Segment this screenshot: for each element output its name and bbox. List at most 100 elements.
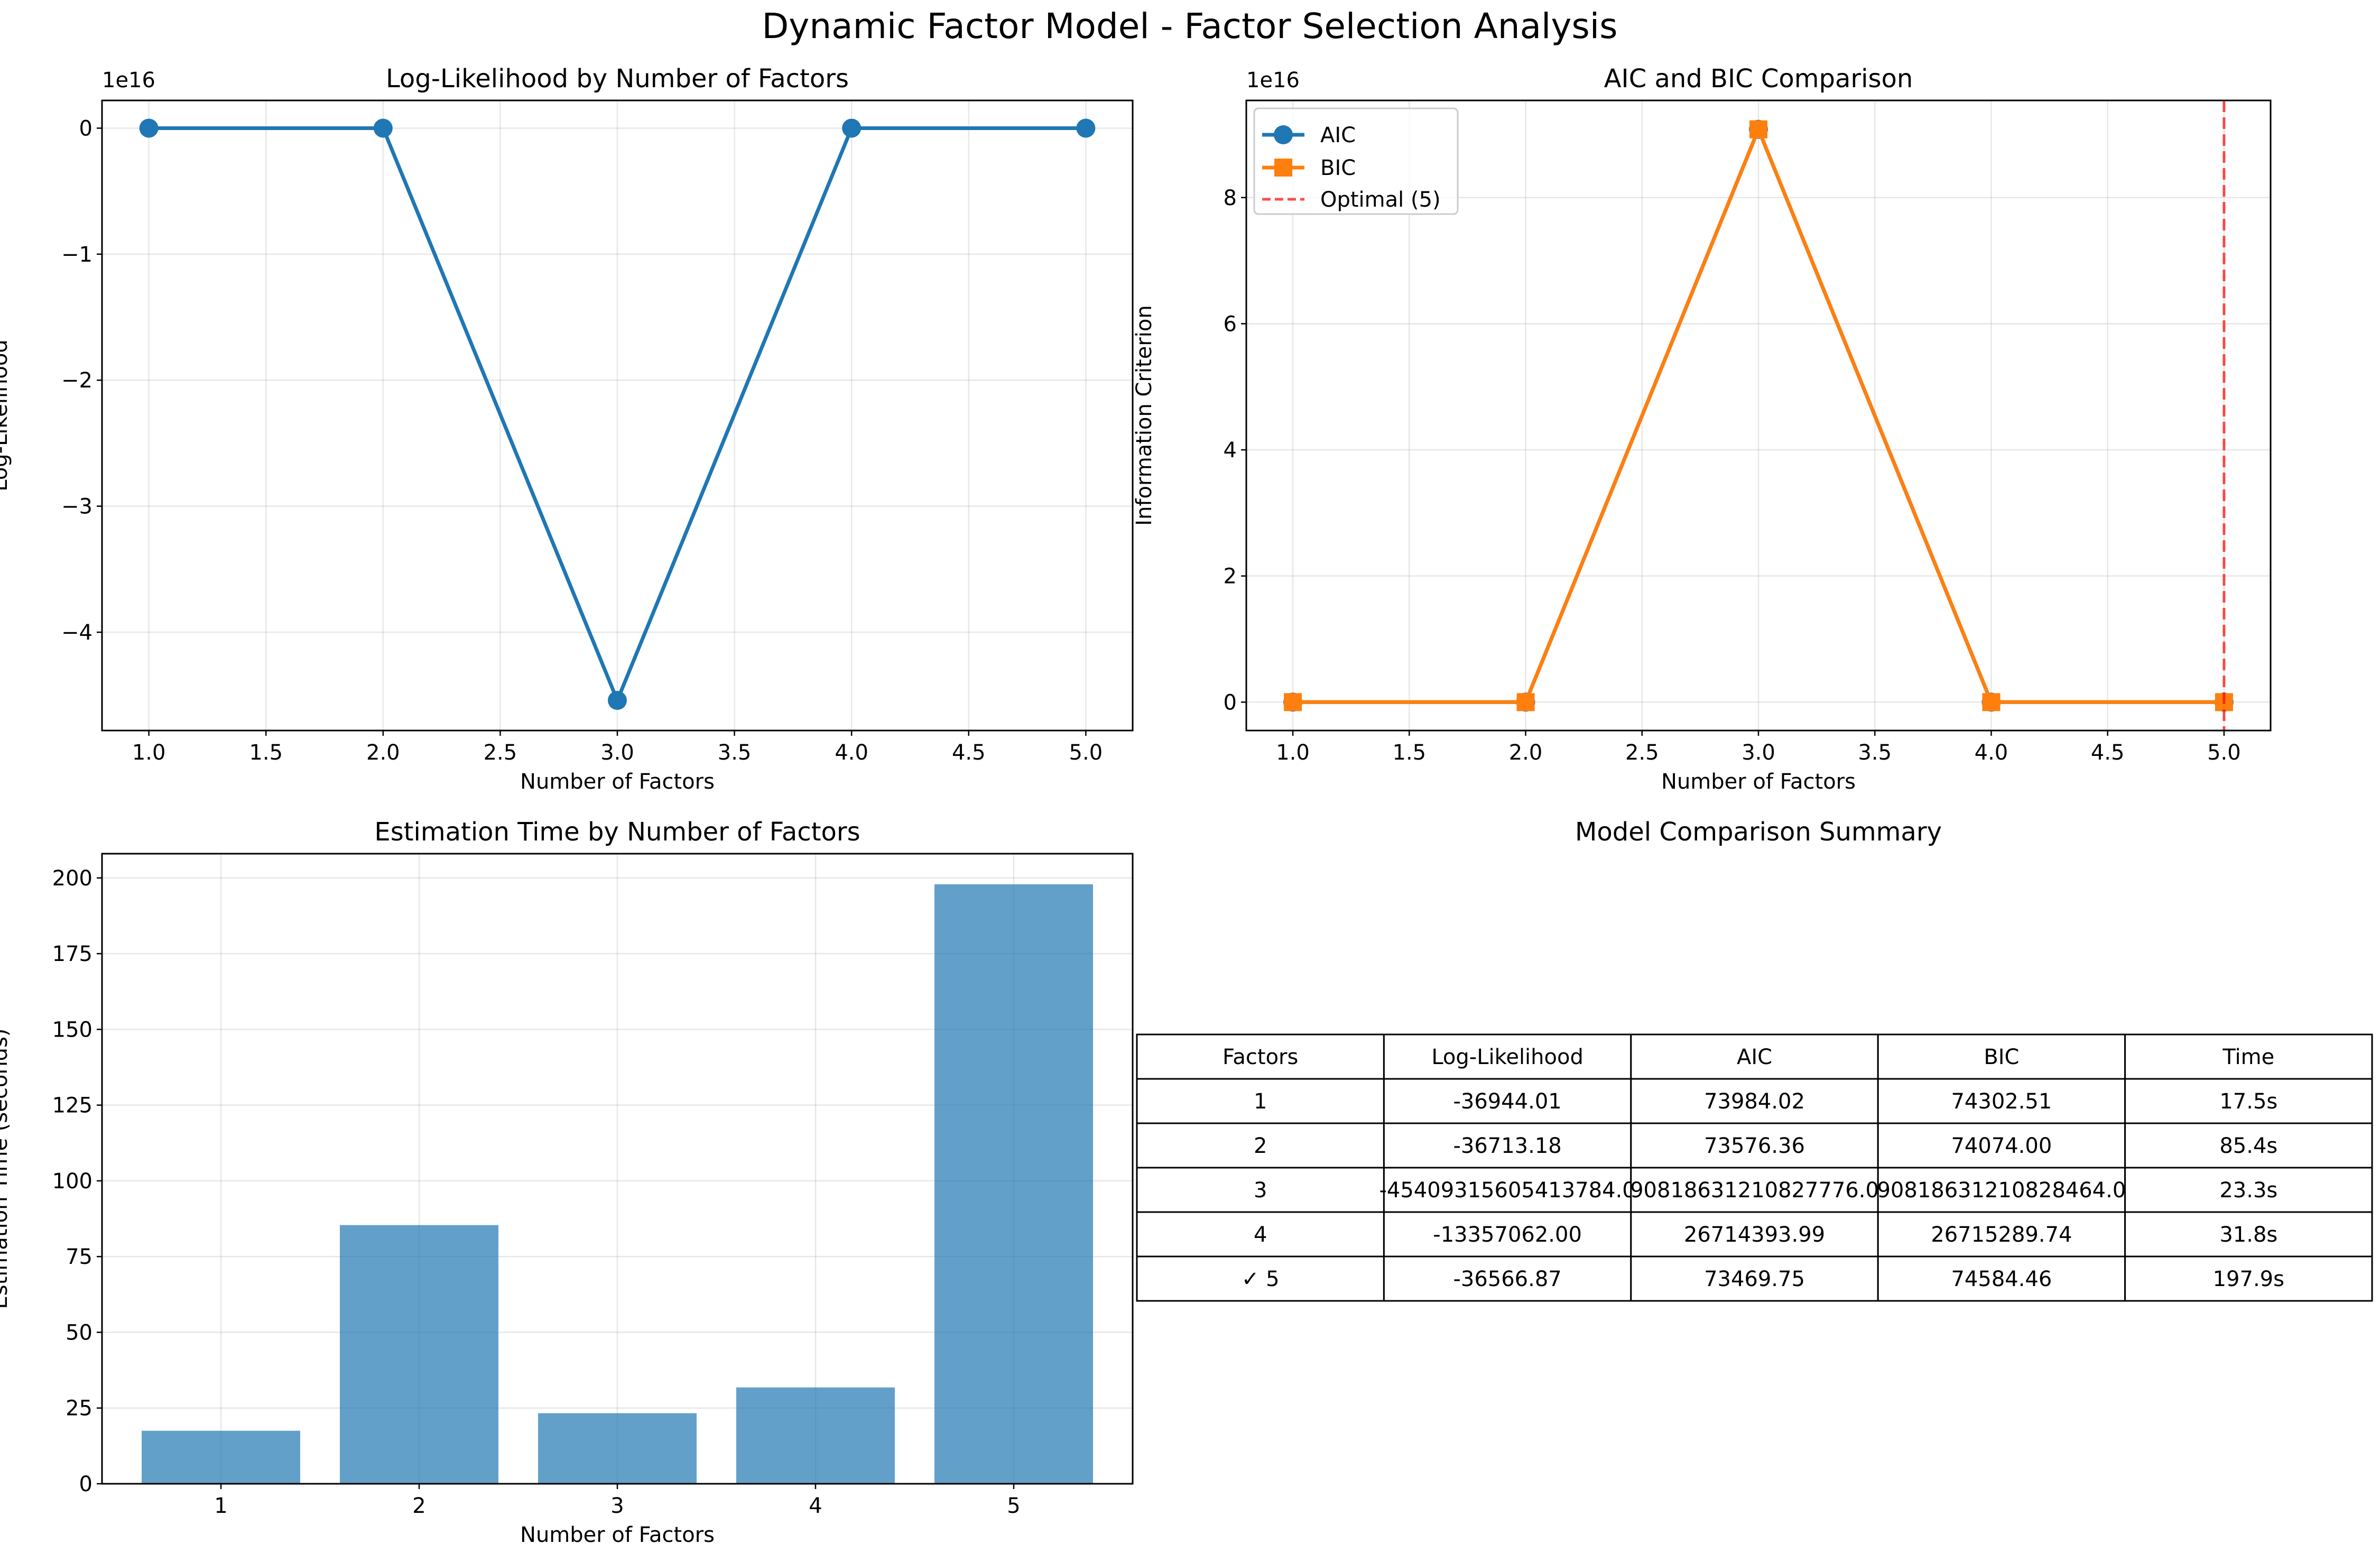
table-cell <box>1136 1167 1385 1213</box>
table-cell <box>1877 1255 2126 1302</box>
loglik-point <box>373 118 393 138</box>
table-cell-text: 2 <box>1254 1134 1267 1158</box>
loglik-x-tick-label: 2.5 <box>484 741 517 765</box>
table-cell <box>2124 1255 2373 1302</box>
aic-bic-x-tick-label: 2.5 <box>1625 741 1659 765</box>
time-bar <box>538 1413 697 1484</box>
aic-bic-y-tick-label: 6 <box>1224 312 1237 336</box>
time-y-tick-label: 25 <box>66 1397 92 1421</box>
table-cell <box>1383 1255 1632 1302</box>
table-cell-text: -36713.18 <box>1453 1134 1561 1158</box>
table-cell-text: 73984.02 <box>1704 1089 1805 1114</box>
loglik-x-axis-label: Number of Factors <box>520 770 715 794</box>
table-header-text: Factors <box>1223 1045 1298 1069</box>
legend-aic-label: AIC <box>1320 123 1356 147</box>
table-cell-text: ✓ 5 <box>1242 1267 1280 1291</box>
table-cell-text: 3 <box>1254 1178 1267 1203</box>
table-cell <box>1383 1167 1632 1213</box>
table-cell-text: 1 <box>1254 1089 1267 1114</box>
legend-bic-label: BIC <box>1320 156 1356 180</box>
legend-box <box>1253 107 1459 215</box>
loglik-y-tick-label: −1 <box>61 243 92 267</box>
time-y-tick-label: 175 <box>52 942 92 966</box>
table-cell <box>1877 1078 2126 1124</box>
table-cell-text: 74584.46 <box>1951 1267 2052 1291</box>
aic-bic-x-tick-label: 1.0 <box>1276 741 1310 765</box>
loglik-x-tick-label: 1.0 <box>132 741 166 765</box>
table-cell-text: 85.4s <box>2219 1134 2277 1158</box>
table-header-text: Log-Likelihood <box>1431 1045 1583 1069</box>
aic-bic-y-tick-label: 2 <box>1224 565 1237 589</box>
table-cell-text: -36944.01 <box>1453 1089 1561 1114</box>
table-cell-text: -45409315605413784.0 <box>1379 1178 1635 1203</box>
table-header-text: BIC <box>1984 1045 2019 1069</box>
time-y-tick-label: 100 <box>52 1169 92 1194</box>
time-bars <box>142 884 1093 1484</box>
aic-bic-y-axis-label: Information Criterion <box>1132 305 1156 525</box>
table-header-text: Time <box>2222 1045 2274 1069</box>
legend-bic-marker <box>1274 159 1292 177</box>
time-y-tick-label: 0 <box>79 1472 92 1496</box>
table-cell <box>2124 1167 2373 1213</box>
aic-bic-series <box>1283 119 2234 712</box>
table-cell-text: 74302.51 <box>1951 1089 2052 1114</box>
figure-title: Dynamic Factor Model - Factor Selection … <box>762 6 1617 47</box>
loglik-x-tick-label: 3.5 <box>718 741 752 765</box>
table-header-text: AIC <box>1737 1045 1772 1069</box>
loglik-point <box>608 691 627 710</box>
aic-bic-x-tick-label: 3.0 <box>1742 741 1775 765</box>
loglik-point <box>139 118 159 138</box>
aic-bic-x-tick-label: 5.0 <box>2207 741 2241 765</box>
aic-bic-legend: AIC BIC Optimal (5) <box>1253 107 1459 215</box>
time-bar <box>736 1387 895 1484</box>
time-y-tick-label: 75 <box>66 1245 92 1269</box>
table-cell-text: 73576.36 <box>1704 1134 1805 1158</box>
loglik-y-tick-label: −2 <box>61 368 92 393</box>
legend-entry-bic: BIC <box>1262 156 1356 180</box>
aic-bic-x-tick-label: 4.0 <box>1975 741 2008 765</box>
loglik-x-tick-label: 3.0 <box>600 741 634 765</box>
loglik-y-tick-label: −4 <box>61 621 92 645</box>
aic-bic-y-tick-label: 8 <box>1224 186 1237 210</box>
loglik-offset-text: 1e16 <box>102 68 155 93</box>
time-x-axis-label: Number of Factors <box>520 1523 715 1547</box>
legend-optimal-label: Optimal (5) <box>1320 188 1441 212</box>
loglik-y-axis-label: Log-Likelihood <box>0 339 12 492</box>
table-cell-text: 197.9s <box>2213 1267 2284 1291</box>
time-y-axis-label: Estimation Time (seconds) <box>0 1028 12 1309</box>
table-cell-text: 26715289.74 <box>1931 1223 2072 1247</box>
table-cell-text: 90818631210827776.0 <box>1630 1178 1879 1203</box>
aic-bic-ticks: 1.0 1.5 2.0 2.5 3.0 3.5 4.0 4.5 5.0 0 2 4 6 8 <box>1224 186 2241 765</box>
aic-bic-x-tick-label: 3.5 <box>1858 741 1892 765</box>
time-x-tick-label: 2 <box>412 1494 425 1518</box>
table-header-cell <box>1630 1033 1879 1080</box>
time-x-tick-label: 1 <box>214 1494 227 1518</box>
table-cell-text: 74074.00 <box>1951 1134 2052 1158</box>
table-title: Model Comparison Summary <box>1575 817 1942 847</box>
time-y-tick-label: 150 <box>52 1018 92 1042</box>
table-cell-text: 26714393.99 <box>1684 1223 1825 1247</box>
bic-point <box>1749 120 1767 138</box>
legend-entry-optimal: Optimal (5) <box>1262 188 1441 212</box>
legend-aic-marker <box>1274 125 1293 144</box>
table-cell <box>1630 1122 1879 1169</box>
loglik-ticks: 1.0 1.5 2.0 2.5 3.0 3.5 4.0 4.5 5.0 0 −1 −2 −3 −4 <box>61 116 1103 765</box>
time-y-tick-label: 200 <box>52 866 92 891</box>
table-cells: Factors Log-Likelihood AIC BIC Time 1 -36944.0… <box>1136 1033 2373 1302</box>
table-cell <box>1136 1255 1385 1302</box>
loglik-x-tick-label: 4.5 <box>952 741 986 765</box>
bic-point <box>1516 693 1535 711</box>
time-y-tick-label: 125 <box>52 1094 92 1118</box>
aic-bic-y-tick-label: 0 <box>1224 690 1237 715</box>
bic-point <box>1284 693 1302 711</box>
time-x-tick-label: 4 <box>809 1494 822 1518</box>
table-cell-text: 17.5s <box>2219 1089 2277 1114</box>
table-cell-text: -13357062.00 <box>1433 1223 1582 1247</box>
table-cell-text: 23.3s <box>2219 1178 2277 1203</box>
table-header-cell <box>1136 1033 1385 1080</box>
legend-entry-aic: AIC <box>1262 123 1356 147</box>
time-bar <box>934 884 1093 1484</box>
